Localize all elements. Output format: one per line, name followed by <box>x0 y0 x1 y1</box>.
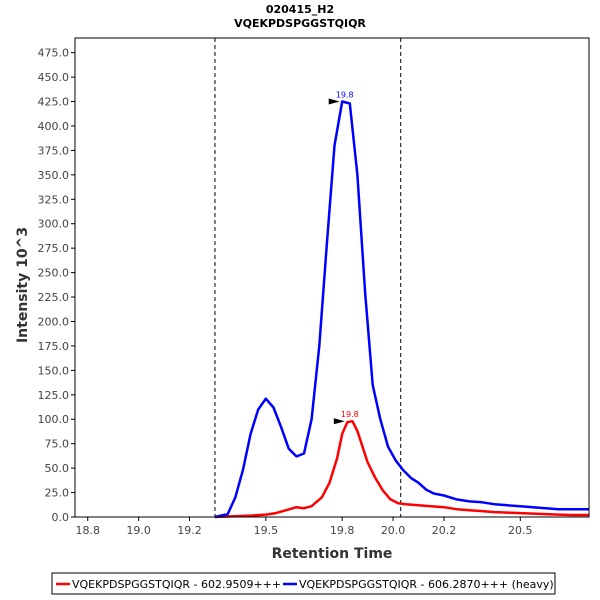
y-tick-label: 200.0 <box>38 315 70 328</box>
x-tick-label: 19.5 <box>254 524 279 537</box>
series-lines <box>214 100 589 519</box>
chart-title: 020415_H2 <box>266 3 334 16</box>
y-tick-label: 300.0 <box>38 218 70 231</box>
y-tick-label: 425.0 <box>38 96 70 109</box>
series-line-1 <box>214 100 589 519</box>
y-tick-label: 50.0 <box>45 462 70 475</box>
legend-box <box>51 572 556 595</box>
peak-label: 19.8 <box>341 410 359 419</box>
y-tick-label: 325.0 <box>38 193 70 206</box>
y-tick-label: 0.0 <box>52 511 70 524</box>
chart-subtitle: VQEKPDSPGGSTQIQR <box>234 17 366 30</box>
y-tick-label: 25.0 <box>45 487 70 500</box>
x-tick-label: 19.2 <box>177 524 202 537</box>
x-tick-label: 19.0 <box>126 524 151 537</box>
x-tick-label: 20.2 <box>432 524 457 537</box>
peak-label: 19.8 <box>336 91 354 100</box>
y-tick-label: 400.0 <box>38 120 70 133</box>
peak-markers: 19.8 19.8 <box>328 91 359 425</box>
peak-marker-arrow <box>328 98 340 105</box>
y-tick-label: 225.0 <box>38 291 70 304</box>
legend: VQEKPDSPGGSTQIQR - 602.9509+++ VQEKPDSPG… <box>51 572 556 595</box>
legend-entry-heavy: VQEKPDSPGGSTQIQR - 606.2870+++ (heavy) <box>299 578 554 591</box>
x-tick-label: 20.0 <box>381 524 406 537</box>
y-tick-label: 475.0 <box>38 47 70 60</box>
x-axis-label: Retention Time <box>272 546 393 562</box>
y-tick-label: 275.0 <box>38 242 70 255</box>
y-tick-label: 75.0 <box>45 438 70 451</box>
y-tick-label: 375.0 <box>38 144 70 157</box>
y-tick-label: 100.0 <box>38 413 70 426</box>
y-tick-label: 250.0 <box>38 267 70 280</box>
x-tick-label: 18.8 <box>75 524 100 537</box>
y-tick-label: 175.0 <box>38 340 70 353</box>
boundary-lines <box>214 38 402 517</box>
legend-entry-light: VQEKPDSPGGSTQIQR - 602.9509+++ <box>72 578 281 591</box>
series-line-0 <box>214 419 589 519</box>
x-tick-label: 20.5 <box>508 524 533 537</box>
peak-marker-arrow <box>333 418 345 425</box>
y-axis-label: Intensity 10^3 <box>15 227 31 343</box>
y-tick-label: 450.0 <box>38 71 70 84</box>
y-tick-label: 125.0 <box>38 389 70 402</box>
y-tick-label: 150.0 <box>38 364 70 377</box>
plot-frame <box>74 37 590 518</box>
x-tick-label: 19.8 <box>330 524 355 537</box>
grid-and-ticks: 0.0 25.0 50.0 75.0 100.0 125.0 150.0 175.0 200.0… <box>38 47 533 537</box>
y-tick-label: 350.0 <box>38 169 70 182</box>
